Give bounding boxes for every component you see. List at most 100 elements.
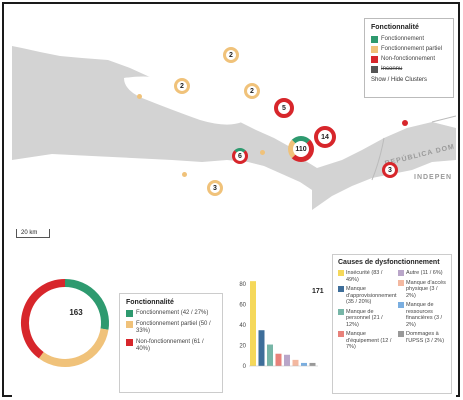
legend-swatch	[398, 270, 404, 276]
causes-legend-item[interactable]: Autre (11 / 6%)	[398, 270, 446, 277]
fonctionnalite-legend: Fonctionnalité Fonctionnement (42 / 27%)…	[119, 293, 223, 393]
legend-swatch	[338, 286, 344, 292]
cluster-marker[interactable]: 3	[207, 180, 223, 196]
legend-label: Manque d'accès physique (3 / 2%)	[406, 279, 446, 299]
donut-slice[interactable]	[38, 328, 109, 367]
point-marker[interactable]	[260, 150, 265, 155]
land-shapes	[12, 10, 456, 242]
legend-label: Fonctionnement (42 / 27%)	[136, 310, 209, 316]
bar[interactable]	[258, 330, 265, 366]
legend-label: Manque de personnel (21 / 12%)	[346, 308, 383, 328]
fonctionnalite-legend-item[interactable]: Fonctionnement (42 / 27%)	[126, 310, 216, 317]
cluster-count: 5	[282, 104, 286, 112]
stats-panel: 163 Fonctionnalité Fonctionnement (42 / …	[12, 248, 456, 398]
map-legend-item: Fonctionnement partiel	[371, 45, 447, 53]
legend-swatch	[398, 279, 404, 286]
causes-legend-item[interactable]: Insécurité (83 / 49%)	[338, 270, 394, 283]
point-marker[interactable]	[137, 94, 142, 99]
legend-label: Manque de ressources financières (3 / 2%…	[406, 302, 443, 328]
legend-swatch	[126, 310, 133, 317]
cluster-marker[interactable]: 2	[174, 78, 190, 94]
cluster-marker[interactable]: 2	[244, 83, 260, 99]
causes-legend-title: Causes de dysfonctionnement	[338, 259, 440, 266]
legend-label: Dommages à l'UPSS (3 / 2%)	[406, 331, 445, 344]
bar[interactable]	[275, 353, 282, 366]
legend-swatch	[126, 321, 133, 328]
cluster-count: 14	[321, 133, 329, 141]
causes-legend-item[interactable]: Dommages à l'UPSS (3 / 2%)	[398, 331, 446, 344]
donut-slice[interactable]	[64, 279, 109, 330]
legend-swatch	[371, 45, 378, 53]
legend-label: Non-fonctionnement	[381, 56, 436, 62]
cluster-marker[interactable]: 14	[314, 126, 336, 148]
causes-legend-col-right: Autre (11 / 6%) Manque d'accès physique …	[398, 270, 446, 354]
y-tick-label: 60	[239, 303, 246, 309]
fonctionnalite-legend-item[interactable]: Fonctionnement partiel (50 / 33%)	[126, 321, 216, 335]
causes-legend-item[interactable]: Manque de personnel (21 / 12%)	[338, 308, 394, 329]
legend-swatch	[338, 270, 344, 276]
legend-label: Inconnu	[381, 66, 403, 72]
causes-legend-item[interactable]: Manque d'équipement (12 / 7%)	[338, 331, 394, 351]
causes-bar-chart: 80 60 40 20 0	[239, 281, 318, 370]
toggle-clusters-link[interactable]: Show / Hide Clusters	[371, 77, 428, 83]
fonctionnalite-legend-item[interactable]: Non-fonctionnement (61 / 40%)	[126, 339, 216, 353]
fonctionnalite-legend-title: Fonctionnalité	[126, 299, 174, 306]
legend-swatch	[398, 302, 404, 308]
bar[interactable]	[250, 281, 256, 366]
causes-total: 171	[312, 288, 324, 295]
legend-swatch	[338, 308, 344, 315]
map-legend-title: Fonctionnalité	[371, 24, 419, 31]
map-legend-item: Fonctionnement	[371, 35, 447, 43]
cluster-count: 6	[238, 152, 242, 160]
legend-label: Fonctionnement partiel (50 / 33%)	[136, 321, 211, 334]
y-tick-label: 20	[239, 344, 246, 350]
map-legend-item[interactable]: Inconnu	[371, 65, 447, 73]
causes-legend-item[interactable]: Manque d'accès physique (3 / 2%)	[398, 279, 446, 300]
cluster-count: 2	[180, 82, 184, 90]
donut-total: 163	[69, 308, 83, 317]
country-label-independencia: INDEPEN	[414, 174, 453, 181]
cluster-marker[interactable]: 6	[232, 148, 248, 164]
cluster-marker[interactable]: 110	[288, 136, 314, 162]
cluster-marker[interactable]: 5	[274, 98, 294, 118]
bar[interactable]	[267, 344, 273, 366]
donut-slice[interactable]	[21, 279, 66, 359]
map-scale-bar: 20 km	[16, 229, 50, 238]
cluster-marker[interactable]: 3	[382, 162, 398, 178]
legend-label: Fonctionnement	[381, 36, 425, 42]
cluster-marker[interactable]: 2	[223, 47, 239, 63]
causes-legend-item[interactable]: Manque de ressources financières (3 / 2%…	[398, 302, 446, 328]
causes-legend: Causes de dysfonctionnement Insécurité (…	[332, 254, 452, 394]
cluster-count: 3	[213, 184, 217, 192]
y-tick-label: 0	[243, 364, 247, 370]
legend-swatch	[371, 55, 378, 63]
bar[interactable]	[309, 362, 316, 366]
cluster-count: 2	[229, 51, 233, 59]
legend-label: Manque d'équipement (12 / 7%)	[346, 331, 392, 350]
cluster-count: 110	[295, 145, 307, 153]
point-marker[interactable]	[182, 172, 187, 177]
map-view[interactable]: REPÚBLICA DOM INDEPEN 2 2 2 5 14 110 6 3…	[12, 10, 456, 242]
y-tick-label: 80	[239, 282, 246, 288]
legend-label: Insécurité (83 / 49%)	[346, 270, 383, 283]
dashboard-frame: REPÚBLICA DOM INDEPEN 2 2 2 5 14 110 6 3…	[2, 2, 460, 398]
legend-swatch	[371, 65, 378, 73]
point-marker[interactable]	[402, 120, 408, 126]
bar[interactable]	[301, 362, 307, 366]
bar[interactable]	[284, 354, 290, 366]
legend-label: Autre (11 / 6%)	[406, 270, 443, 276]
cluster-count: 3	[388, 166, 392, 174]
causes-legend-col-left: Insécurité (83 / 49%) Manque d'approvisi…	[338, 270, 397, 354]
legend-label: Fonctionnement partiel	[381, 46, 443, 52]
cluster-count: 2	[250, 87, 254, 95]
bar[interactable]	[292, 359, 299, 366]
legend-swatch	[126, 339, 133, 346]
y-tick-label: 40	[239, 323, 246, 329]
map-legend-item: Non-fonctionnement	[371, 55, 447, 63]
fonctionnalite-donut	[21, 279, 109, 367]
legend-label: Non-fonctionnement (61 / 40%)	[136, 339, 204, 352]
legend-swatch	[398, 331, 404, 337]
legend-label: Manque d'approvisionnement (35 / 20%)	[346, 286, 397, 305]
legend-swatch	[371, 35, 378, 43]
causes-legend-item[interactable]: Manque d'approvisionnement (35 / 20%)	[338, 286, 397, 306]
